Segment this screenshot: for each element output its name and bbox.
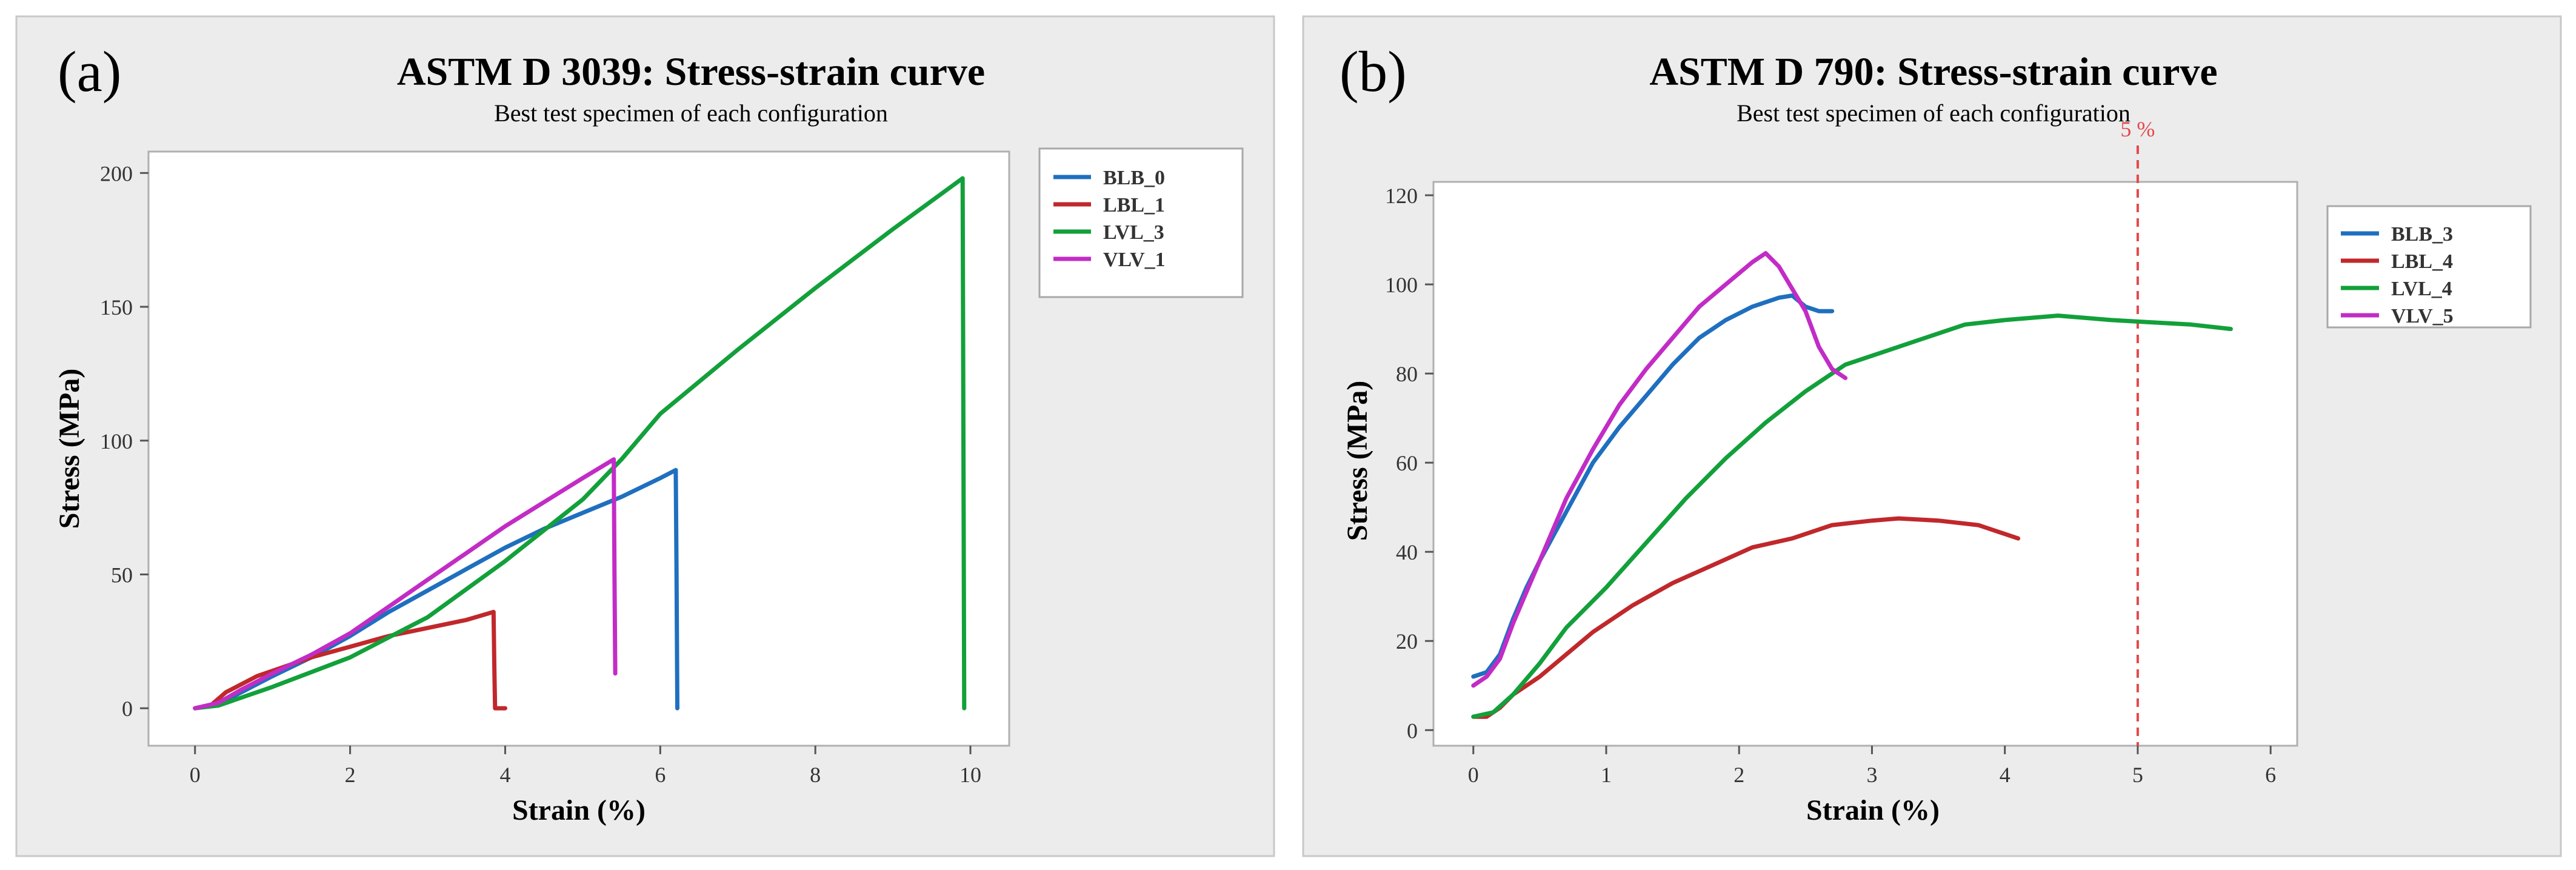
panel-b-label: (b) [1340, 39, 1407, 104]
panel-b-series-lvl-4 [1471, 313, 2233, 719]
panel-b-x-tick-label: 2 [1733, 763, 1744, 787]
panel-a-legend-label: BLB_0 [1103, 167, 1165, 189]
panel-b-legend-label: BLB_3 [2391, 223, 2453, 246]
panel-b-y-tick-label: 100 [1385, 273, 1418, 297]
panel-a-series-blb-0 [193, 467, 679, 711]
panel-a-legend-label: VLV_1 [1103, 249, 1166, 271]
panel-b-y-tick-label: 0 [1407, 718, 1418, 743]
panel-a-title: ASTM D 3039: Stress-strain curve [397, 50, 985, 94]
panel-b-y-tick-label: 120 [1385, 184, 1418, 208]
panel-a-x-axis-label: Strain (%) [512, 794, 646, 826]
panel-b-reference-line: 5 % [2120, 117, 2155, 746]
panel-a-x-tick-label: 6 [655, 763, 666, 787]
panel-b-x-tick-label: 5 [2132, 763, 2143, 787]
panel-a-y-tick-label: 50 [111, 563, 133, 587]
panel-a-x-tick-label: 4 [499, 763, 510, 787]
panel-a-x-tick-label: 10 [959, 763, 981, 787]
panel-b-y-tick-label: 60 [1396, 451, 1418, 475]
panel-b-x-tick-label: 3 [1866, 763, 1877, 787]
panel-a-legend-label: LVL_3 [1103, 221, 1164, 244]
panel-b-5-percent-label: 5 % [2120, 117, 2155, 141]
panel-b-title: ASTM D 790: Stress-strain curve [1649, 50, 2217, 94]
panel-b-subtitle: Best test specimen of each configuration [1737, 99, 2131, 127]
panel-b-x-axis-label: Strain (%) [1806, 794, 1940, 826]
panel-a-series-vlv-1 [193, 457, 618, 711]
panel-b-x-tick-label: 0 [1468, 763, 1479, 787]
panel-a-label: (a) [58, 39, 121, 104]
panel-b-x-tick-label: 1 [1601, 763, 1612, 787]
panel-b-x-tick-label: 4 [2000, 763, 2010, 787]
panel-a-series-lvl-3 [193, 176, 967, 711]
panel-b-x-tick-label: 6 [2265, 763, 2276, 787]
panel-b-legend-label: LBL_4 [2391, 250, 2453, 273]
panel-a-subtitle: Best test specimen of each configuration [494, 99, 888, 127]
panel-b-legend-label: LVL_4 [2391, 278, 2452, 300]
panel-a-legend-box [1038, 147, 1244, 298]
panel-a-y-tick-label: 0 [122, 697, 133, 721]
panel-b-y-axis-label: Stress (MPa) [1341, 381, 1373, 541]
panel-b-y-tick-label: 80 [1396, 362, 1418, 386]
panel-b-y-tick-label: 40 [1396, 540, 1418, 564]
panel-b: (b) ASTM D 790: Stress-strain curve Best… [1302, 15, 2562, 857]
panel-a: (a) ASTM D 3039: Stress-strain curve Bes… [15, 15, 1275, 857]
panel-b-legend-box [2326, 205, 2532, 329]
panel-a-x-tick-label: 0 [190, 763, 201, 787]
panel-a-legend: BLB_0 LBL_1 LVL_3 VLV_1 [1038, 147, 1244, 298]
panel-a-y-axis-label: Stress (MPa) [53, 369, 85, 529]
panel-a-y-tick-label: 100 [100, 429, 133, 453]
panel-b-legend: BLB_3 LBL_4 LVL_4 VLV_5 [2326, 205, 2532, 329]
panel-b-series [1471, 251, 2233, 719]
panel-a-x-tick-label: 2 [345, 763, 356, 787]
panel-b-legend-label: VLV_5 [2391, 305, 2454, 327]
panel-a-y-tick-label: 150 [100, 295, 133, 320]
panel-a-series-lbl-1 [193, 609, 507, 711]
panel-b-series-vlv-5 [1471, 251, 1848, 688]
panel-a-x-tick-label: 8 [810, 763, 821, 787]
panel-a-legend-label: LBL_1 [1103, 194, 1165, 216]
panel-b-plot-area [1432, 181, 2298, 747]
panel-a-y-tick-label: 200 [100, 161, 133, 186]
panel-a-series [193, 176, 967, 711]
panel-b-y-tick-label: 20 [1396, 629, 1418, 654]
